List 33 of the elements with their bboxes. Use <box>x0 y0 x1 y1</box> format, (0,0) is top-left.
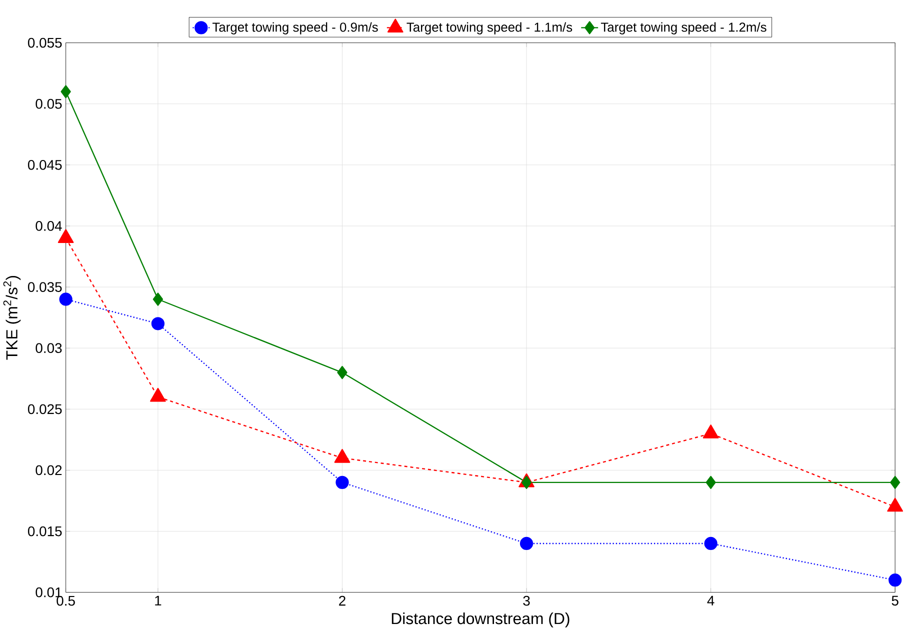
point <box>706 476 716 490</box>
point <box>152 292 164 306</box>
x-tick-label: 5 <box>892 596 898 606</box>
point <box>59 292 72 306</box>
point <box>337 366 348 380</box>
y-axis-title: TKE (m$^{2}$/s$^{2}$) <box>3 276 21 360</box>
legend-label: Target towing speed - 1.2m/s <box>600 22 766 35</box>
x-tick-label: 4 <box>707 596 714 606</box>
y-tick-label: 0.04 <box>36 221 62 232</box>
y-tick-label: 0.05 <box>36 99 62 109</box>
point <box>151 317 165 330</box>
point <box>336 476 349 490</box>
y-tick-label: 0.03 <box>36 343 62 354</box>
x-tick-label: 2 <box>339 596 346 606</box>
legend-label: Target towing speed - 0.9m/s <box>212 22 378 35</box>
point <box>521 476 532 490</box>
y-tick-label: 0.02 <box>36 465 62 476</box>
legend-label: Target towing speed - 1.1m/s <box>406 22 572 35</box>
y-tick-label: 0.035 <box>28 282 62 292</box>
y-tick-label: 0.055 <box>28 38 62 48</box>
point <box>520 537 534 550</box>
point <box>60 85 71 98</box>
point <box>704 537 718 550</box>
point <box>890 476 900 490</box>
x-tick-label: 0.5 <box>56 596 75 606</box>
y-tick-label: 0.015 <box>28 526 62 536</box>
y-tick-label: 0.045 <box>28 160 62 170</box>
point <box>888 574 902 587</box>
x-tick-label: 3 <box>523 596 530 606</box>
x-axis-title: Distance downstream (D) <box>392 612 570 628</box>
y-tick-label: 0.025 <box>28 404 62 414</box>
x-tick-label: 1 <box>155 596 162 606</box>
y-tick-label: 0.01 <box>36 588 62 598</box>
